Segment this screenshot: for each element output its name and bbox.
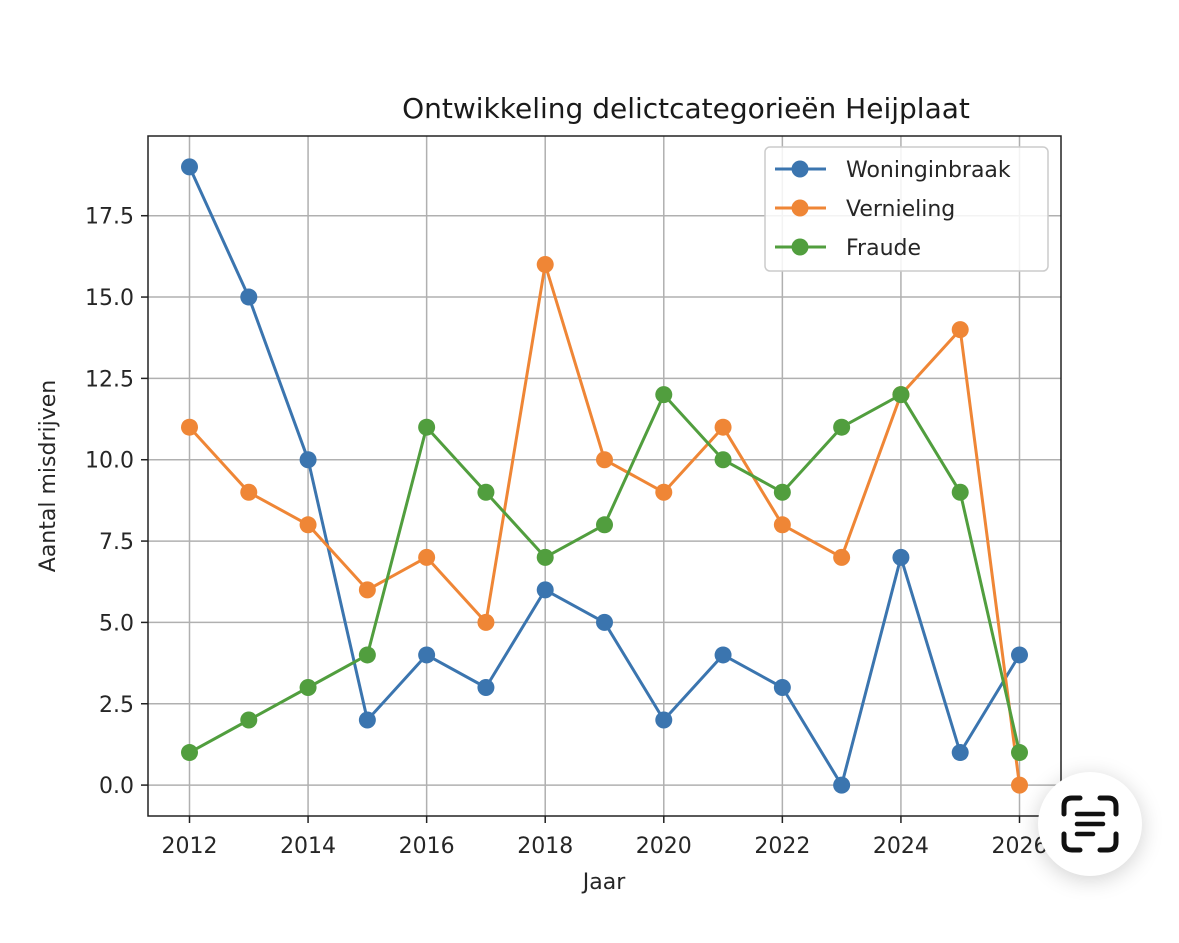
x-tick-label: 2024 — [873, 834, 929, 859]
legend-item: Woninginbraak — [775, 158, 1011, 183]
y-axis-label: Aantal misdrijven — [36, 380, 61, 572]
data-point — [299, 678, 317, 696]
y-tick-label: 5.0 — [99, 611, 134, 636]
data-point — [655, 483, 673, 501]
y-tick-label: 17.5 — [85, 205, 134, 230]
data-point — [536, 581, 554, 599]
x-tick-label: 2012 — [162, 834, 218, 859]
data-point — [358, 646, 376, 664]
data-point — [714, 418, 732, 436]
data-point — [892, 548, 910, 566]
plot-frame — [147, 135, 1062, 817]
data-point — [1011, 646, 1028, 664]
data-point — [477, 678, 495, 696]
legend-marker — [791, 199, 809, 217]
data-point — [951, 744, 969, 762]
legend: Woninginbraak Vernieling Fraude — [764, 146, 1049, 272]
y-tick-label: 0.0 — [99, 774, 134, 799]
data-point — [181, 418, 198, 436]
data-point — [181, 744, 198, 762]
legend-marker — [791, 238, 809, 256]
data-point — [358, 581, 376, 599]
data-point — [892, 386, 910, 404]
data-point — [240, 711, 258, 729]
data-point — [418, 548, 436, 566]
data-point — [181, 158, 198, 176]
y-axis: 0.0 2.5 5.0 7.5 10.0 12.5 15.0 17.5 — [85, 205, 148, 799]
legend-marker — [791, 160, 809, 178]
y-tick-label: 7.5 — [99, 530, 134, 555]
data-point — [773, 516, 791, 534]
data-point — [299, 516, 317, 534]
data-point — [596, 451, 613, 469]
series — [181, 158, 1028, 794]
legend-box — [764, 146, 1049, 272]
data-point — [299, 451, 317, 469]
x-tick-label: 2022 — [754, 834, 810, 859]
x-axis: 2012 2014 2016 2018 2020 2022 2024 2026 — [162, 816, 1048, 859]
data-point — [596, 613, 613, 631]
legend-label: Woninginbraak — [846, 158, 1011, 183]
data-point — [418, 646, 436, 664]
data-point — [418, 418, 436, 436]
y-tick-label: 10.0 — [85, 449, 134, 474]
legend-label: Fraude — [846, 236, 921, 261]
series-line — [188, 393, 1021, 754]
y-tick-label: 15.0 — [85, 286, 134, 311]
x-tick-label: 2016 — [399, 834, 455, 859]
scan-text-button[interactable] — [1038, 772, 1142, 876]
data-point — [833, 776, 851, 794]
data-point — [596, 516, 613, 534]
data-point — [536, 256, 554, 274]
data-point — [240, 483, 258, 501]
data-point — [833, 418, 851, 436]
y-tick-label: 12.5 — [85, 367, 134, 392]
x-tick-label: 2026 — [992, 834, 1048, 859]
y-tick-label: 2.5 — [99, 693, 134, 718]
data-point — [833, 548, 851, 566]
data-point — [655, 711, 673, 729]
data-point — [240, 288, 258, 306]
legend-item: Vernieling — [775, 197, 955, 222]
data-point — [655, 386, 673, 404]
data-point — [1011, 744, 1028, 762]
chart-title: Ontwikkeling delictcategorieën Heijplaat — [402, 92, 970, 125]
data-point — [951, 483, 969, 501]
data-point — [714, 451, 732, 469]
series-fraude — [181, 386, 1028, 762]
data-point — [477, 613, 495, 631]
legend-label: Vernieling — [846, 197, 955, 222]
data-point — [773, 483, 791, 501]
data-point — [536, 548, 554, 566]
data-point — [477, 483, 495, 501]
text-scan-icon — [1061, 795, 1119, 853]
data-point — [714, 646, 732, 664]
x-tick-label: 2020 — [636, 834, 692, 859]
x-tick-label: 2018 — [517, 834, 573, 859]
legend-item: Fraude — [775, 236, 921, 261]
data-point — [358, 711, 376, 729]
data-point — [1011, 776, 1028, 794]
x-tick-label: 2014 — [280, 834, 336, 859]
x-axis-label: Jaar — [581, 870, 626, 895]
data-point — [951, 321, 969, 339]
data-point — [773, 678, 791, 696]
